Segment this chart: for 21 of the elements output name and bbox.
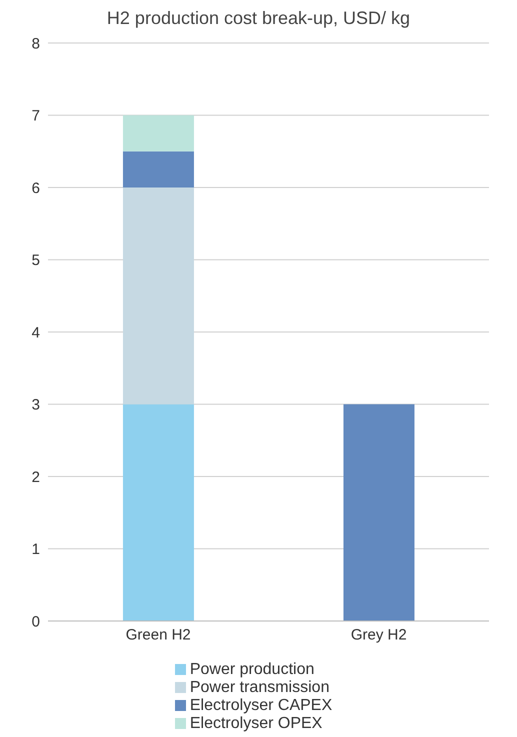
bar <box>122 188 194 404</box>
y-tick-label: 6 <box>32 180 40 197</box>
bar <box>122 115 194 152</box>
legend-label: Power production <box>190 661 314 678</box>
x-tick-label: Green H2 <box>126 626 191 644</box>
y-tick-label: 3 <box>32 396 40 414</box>
x-tick-label: Grey H2 <box>350 626 407 644</box>
y-tick-label: 2 <box>32 468 40 486</box>
bar <box>122 404 194 621</box>
y-tick-label: 4 <box>32 324 40 342</box>
y-tick-label: 0 <box>32 613 40 630</box>
y-tick-label: 1 <box>32 541 40 558</box>
bar <box>343 404 414 621</box>
legend-label: Power transmission <box>190 679 330 696</box>
bar <box>122 151 194 188</box>
chart-title: H2 production cost break-up, USD/ kg <box>106 8 412 29</box>
y-tick-label: 8 <box>32 35 40 52</box>
y-tick-label: 7 <box>32 108 40 125</box>
legend-label: Electrolyser OPEX <box>190 715 322 732</box>
y-tick-label: 5 <box>32 252 40 270</box>
legend-label: Electrolyser CAPEX <box>190 697 332 714</box>
